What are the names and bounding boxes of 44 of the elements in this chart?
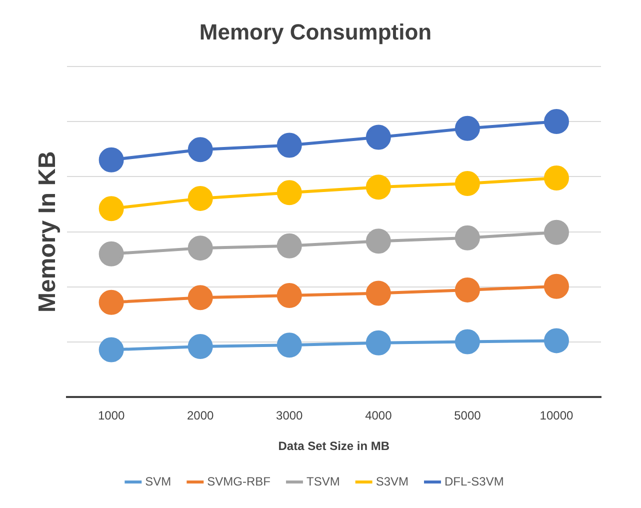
- point: [366, 228, 391, 254]
- point: [98, 147, 124, 172]
- point: [188, 334, 213, 359]
- point: [276, 332, 302, 358]
- x-tick-label: 4000: [365, 408, 392, 423]
- chart-title: Memory Consumption: [199, 19, 432, 44]
- point: [454, 116, 480, 141]
- point: [544, 328, 569, 354]
- x-axis-title: Data Set Size in MB: [278, 439, 390, 454]
- point: [454, 171, 480, 196]
- point: [276, 282, 302, 308]
- point: [98, 196, 124, 222]
- point: [544, 274, 569, 299]
- point: [454, 225, 480, 250]
- point: [188, 236, 213, 261]
- x-tick-label: 5000: [454, 408, 482, 423]
- point: [366, 174, 391, 200]
- legend-label: TSVM: [306, 474, 340, 488]
- point: [544, 220, 569, 245]
- point: [544, 166, 569, 191]
- legend-label: SVM: [145, 474, 172, 488]
- point: [188, 285, 213, 310]
- point: [366, 280, 391, 306]
- x-tick-label: 3000: [276, 408, 304, 423]
- legend-label: DFL-S3VM: [444, 474, 504, 488]
- point: [188, 137, 213, 162]
- x-tick-label: 2000: [187, 408, 214, 423]
- point: [366, 124, 391, 150]
- legend-label: S3VM: [376, 474, 409, 488]
- point: [544, 109, 569, 134]
- point: [188, 186, 213, 211]
- legend-label: SVMG-RBF: [207, 474, 270, 488]
- point: [98, 241, 124, 266]
- point: [454, 329, 480, 354]
- point: [276, 132, 302, 158]
- point: [276, 233, 302, 258]
- point: [276, 180, 302, 206]
- point: [98, 337, 124, 362]
- x-tick-label: 1000: [98, 408, 125, 423]
- y-axis-title: Memory In KB: [34, 151, 62, 312]
- point: [98, 290, 124, 315]
- point: [454, 277, 480, 302]
- x-tick-label: 10000: [540, 408, 574, 423]
- point: [366, 330, 391, 356]
